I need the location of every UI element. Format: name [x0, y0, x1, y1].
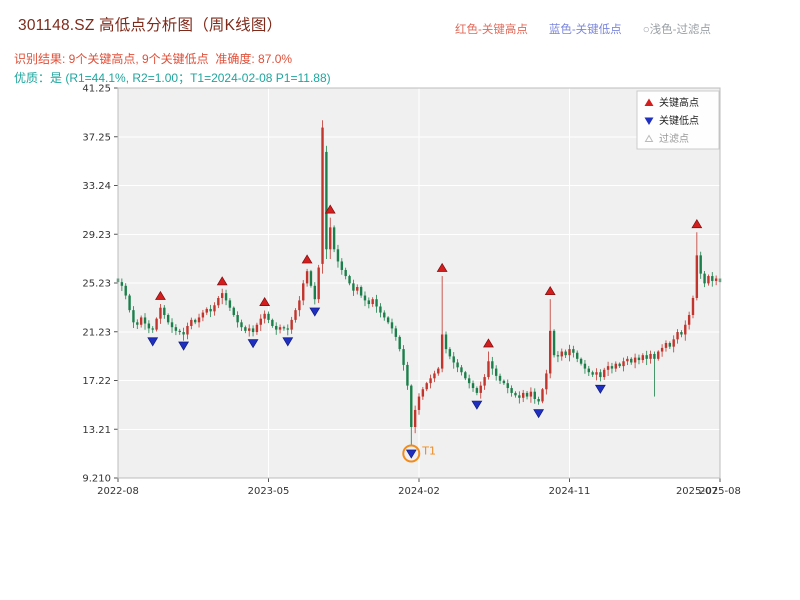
quality-line: 优质：是 (R1=44.1%, R2=1.00；T1=2024-02-08 P1…: [14, 71, 331, 85]
recognition-result: 识别结果: 9个关键高点, 9个关键低点 准确度: 87.0%: [14, 52, 293, 66]
x-tick-label-extra: 2025-07: [676, 486, 718, 497]
key-high-marker: [483, 338, 494, 348]
key-low-marker: [309, 307, 321, 317]
y-tick-label: 25.23: [82, 279, 111, 290]
axis-ticks: 41.25 37.25 33.24 29.23 25.23 21.23 17.22 13.21…: [82, 84, 741, 498]
key-low-marker: [405, 449, 417, 459]
t1-circle: [402, 444, 421, 463]
y-tick-label: 17.22: [82, 376, 111, 387]
key-high-marker: [259, 296, 271, 306]
x-tick-label: 2024-02: [398, 486, 440, 497]
legend-item-label: 过滤点: [659, 132, 689, 145]
y-tick-label: 13.21: [82, 425, 111, 436]
key-high-marker: [301, 254, 313, 264]
key-high-marker: [544, 286, 556, 296]
plot-border: [117, 87, 721, 479]
t1-label: T1: [421, 445, 436, 458]
key-low-marker: [594, 384, 606, 394]
legend-item-label: 关键高点: [659, 96, 699, 109]
y-tick-label: 21.23: [82, 327, 111, 338]
y-tick-label: 37.25: [82, 132, 111, 143]
legend-hollow-triangle-icon: [644, 134, 654, 142]
y-tick-label: 9.210: [82, 474, 111, 485]
legend-item-filtered: ○浅色-过滤点: [642, 24, 711, 36]
key-high-marker: [691, 219, 703, 229]
key-low-marker: [282, 337, 294, 347]
y-tick-label: 41.25: [82, 84, 111, 95]
key-high-marker: [324, 204, 336, 214]
legend-up-triangle-icon: [644, 98, 654, 106]
key-high-marker: [436, 262, 448, 272]
key-low-marker: [147, 337, 159, 347]
x-tick-label: 2024-11: [549, 486, 591, 497]
key-high-marker: [155, 290, 166, 300]
key-low-marker: [471, 400, 483, 410]
key-low-marker: [247, 339, 259, 349]
x-tick-label: 2022-08: [97, 486, 139, 497]
legend-down-triangle-icon: [644, 117, 654, 125]
legend-item-key-high: 红色-关键高点: [455, 24, 528, 36]
key-low-marker: [533, 409, 545, 419]
x-tick-label: 2025-08: [699, 486, 741, 497]
key-high-markers: [155, 204, 703, 348]
key-high-marker: [216, 276, 228, 286]
legend-item-label: 关键低点: [659, 114, 699, 127]
chart-title: 301148.SZ 高低点分析图（周K线图）: [18, 17, 283, 34]
top-legend: 红色-关键高点 蓝色-关键低点 ○浅色-过滤点: [455, 21, 711, 37]
y-tick-label: 33.24: [82, 181, 111, 192]
key-low-markers: [147, 307, 606, 459]
candles-layer: [116, 120, 722, 446]
kline-chart-root: 41.25 37.25 33.24 29.23 25.23 21.23 17.22 13.21…: [82, 84, 741, 498]
key-low-marker: [178, 341, 190, 351]
x-tick-label: 2023-05: [248, 486, 290, 497]
y-tick-label: 29.23: [82, 230, 111, 241]
legend-item-key-low: 蓝色-关键低点: [548, 24, 622, 36]
